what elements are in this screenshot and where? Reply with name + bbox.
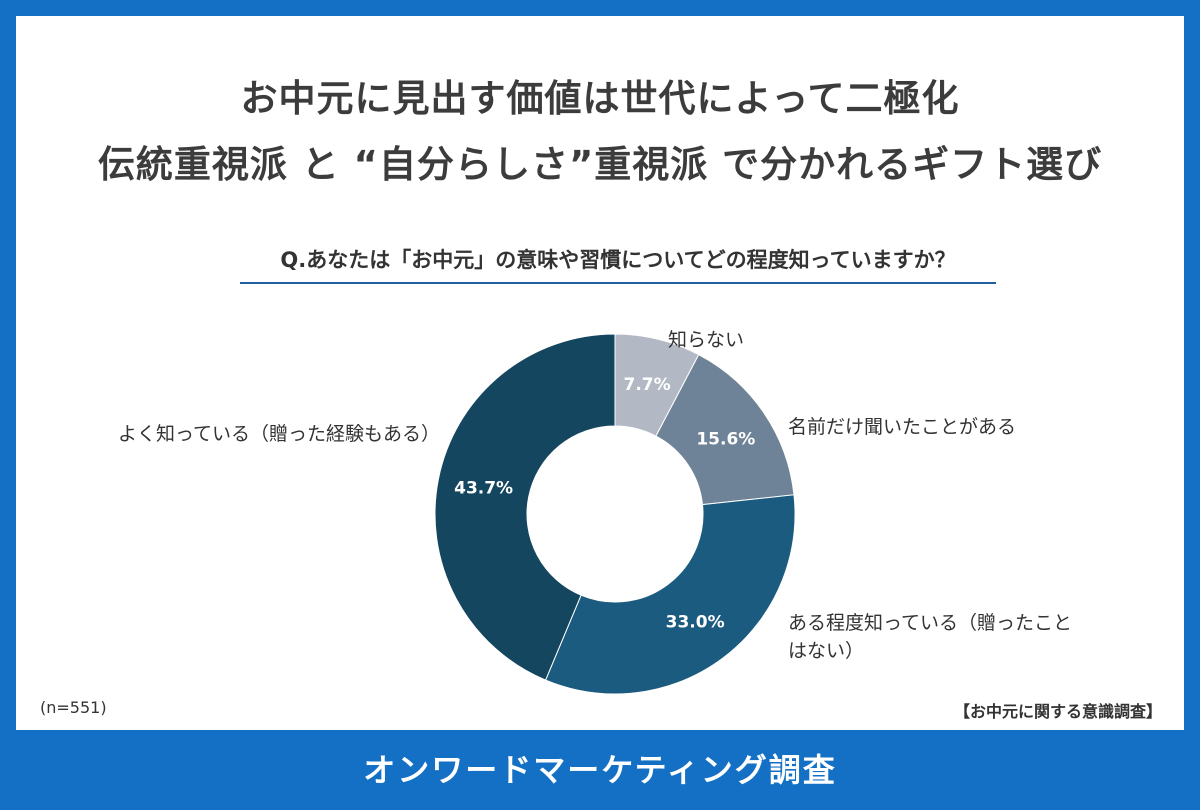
slice-category-label-line2: はない） (788, 640, 864, 662)
source-label: 【お中元に関する意識調査】 (953, 702, 1162, 721)
survey-question: Q.あなたは「お中元」の意味や習慣についてどの程度知っていますか？ (240, 244, 996, 284)
slice-value-label: 33.0% (666, 612, 725, 632)
donut-slice (434, 333, 616, 681)
headline-line-1: お中元に見出す価値は世代によって二極化 (240, 77, 960, 120)
slice-value-label: 15.6% (696, 430, 755, 450)
slice-value-label: 7.7% (624, 375, 671, 395)
sample-size: (n=551) (40, 698, 107, 717)
slice-category-label: よく知っている（贈った経験もある） (118, 423, 440, 445)
donut-chart: 7.7% 知らない 15.6% 名前だけ聞いたことがある 33.0% ある程度知っている（… (118, 329, 1072, 695)
donut-slice (544, 494, 796, 695)
slice-category-label: 知らない (668, 329, 744, 351)
headline-line-2: 伝統重視派 と “自分らしさ”重視派 で分かれるギフト選び (97, 143, 1103, 186)
slice-category-label: 名前だけ聞いたことがある (788, 416, 1016, 438)
slice-value-label: 43.7% (454, 479, 513, 499)
slice-category-label: ある程度知っている（贈ったこと (788, 612, 1072, 634)
footer-banner: オンワードマーケティング調査 (363, 751, 837, 789)
